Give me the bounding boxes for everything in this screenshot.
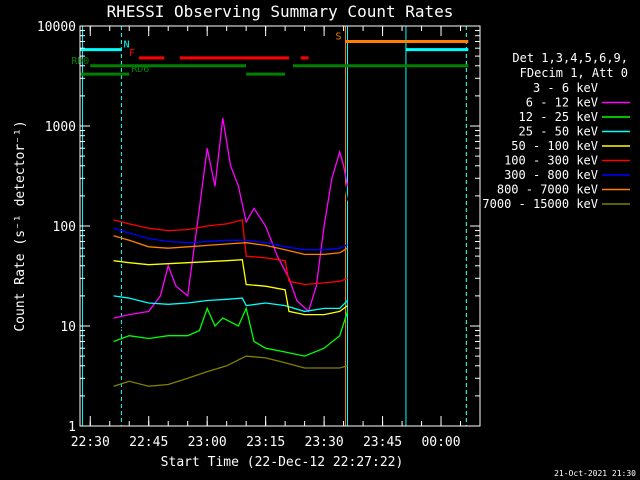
legend-entry-label: 100 - 300 keV bbox=[504, 154, 598, 168]
legend-entry-label: 300 - 800 keV bbox=[504, 168, 598, 182]
chart-title: RHESSI Observing Summary Count Rates bbox=[107, 2, 454, 21]
series-line bbox=[113, 355, 348, 387]
series-lines bbox=[113, 117, 349, 387]
x-tick-label: 22:30 bbox=[71, 435, 110, 450]
y-tick-label: 10 bbox=[60, 320, 76, 335]
series-line bbox=[113, 219, 348, 286]
x-tick-label: 23:30 bbox=[305, 435, 344, 450]
legend-entry-label: 50 - 100 keV bbox=[511, 139, 598, 153]
vertical-markers bbox=[81, 26, 467, 426]
legend-entry-label: 800 - 7000 keV bbox=[497, 183, 598, 197]
legend-entry-label: 3 - 6 keV bbox=[533, 81, 598, 95]
x-tick-label: 23:15 bbox=[246, 435, 285, 450]
y-tick-label: 100 bbox=[53, 220, 76, 235]
legend-header-line-2: FDecim 1, Att 0 bbox=[520, 66, 628, 80]
series-line bbox=[113, 259, 348, 316]
y-axis-label: Count Rate (s⁻¹ detector⁻¹) bbox=[13, 120, 28, 331]
flag-label: N bbox=[123, 40, 129, 51]
footer-date: 21-Oct-2021 21:30 bbox=[554, 469, 636, 478]
legend: Det 1,3,4,5,6,9, FDecim 1, Att 0 3 - 6 k… bbox=[482, 51, 630, 211]
series-line bbox=[113, 306, 349, 357]
x-tick-label: 23:00 bbox=[188, 435, 227, 450]
y-tick-label: 1000 bbox=[45, 120, 76, 135]
x-tick-label: 23:45 bbox=[363, 435, 402, 450]
y-axis: 1 10 100 1000 10000 bbox=[37, 20, 480, 435]
flag-label: RD6 bbox=[131, 64, 149, 75]
series-line bbox=[113, 295, 348, 313]
y-tick-label: 1 bbox=[68, 420, 76, 435]
x-axis-label: Start Time (22-Dec-12 22:27:22) bbox=[161, 455, 404, 470]
legend-entry-label: 6 - 12 keV bbox=[526, 96, 598, 110]
legend-entry-label: 25 - 50 keV bbox=[519, 125, 598, 139]
flag-label: F bbox=[129, 48, 135, 59]
legend-header-line-1: Det 1,3,4,5,6,9, bbox=[512, 51, 628, 65]
series-line bbox=[113, 117, 349, 319]
x-axis: 22:30 22:45 23:00 23:15 23:30 23:45 00:00 bbox=[71, 26, 481, 450]
x-tick-label: 22:45 bbox=[129, 435, 168, 450]
legend-entry-label: 12 - 25 keV bbox=[519, 110, 598, 124]
series-line bbox=[113, 135, 349, 337]
y-tick-label: 10000 bbox=[37, 20, 76, 35]
series-line bbox=[113, 227, 348, 251]
series-line bbox=[113, 235, 348, 256]
legend-entry-label: 7000 - 15000 keV bbox=[482, 197, 598, 211]
flag-label: S bbox=[336, 31, 342, 42]
x-tick-label: 00:00 bbox=[421, 435, 460, 450]
